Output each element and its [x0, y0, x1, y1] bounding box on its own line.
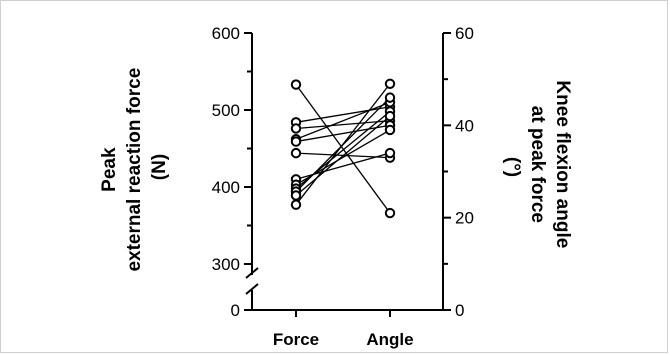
angle-point-12	[384, 78, 396, 89]
left-tick-label-0: 0	[231, 301, 240, 320]
force-point-5	[290, 136, 302, 147]
axis-break-mark-upper	[245, 267, 259, 279]
left-axis-title-line-3: (N)	[149, 154, 170, 180]
right-tick-label-20: 20	[455, 209, 474, 228]
angle-point-8	[384, 124, 396, 136]
pair-lines-group	[295, 83, 391, 214]
angle-point-1	[384, 207, 396, 219]
left-axis-title-line-1: Peak	[99, 147, 120, 192]
right-axis-title-line-3: (°)	[502, 157, 523, 177]
angle-point-10	[384, 92, 396, 103]
axis-break-mark-lower	[245, 283, 259, 295]
right-axis-title-line-2: at peak force	[527, 106, 548, 223]
category-label-force: Force	[273, 330, 319, 349]
left-tick-label-400: 400	[212, 178, 240, 197]
angle-point-7	[384, 147, 396, 159]
right-axis-title-line-1: Knee flexion angle	[552, 80, 573, 248]
pair-line-2	[295, 106, 391, 123]
left-tick-label-600: 600	[212, 24, 240, 43]
left-axis-title-line-2: external reaction force	[124, 68, 145, 272]
pair-line-1	[295, 84, 391, 214]
ticks-group: 300 400 500 600 0 0 20 40 60	[212, 24, 474, 320]
force-point-6	[290, 147, 302, 159]
category-label-angle: Angle	[366, 330, 413, 349]
pair-line-3	[295, 120, 391, 130]
right-axis-title: Knee flexion angle at peak force (°)	[502, 80, 573, 253]
right-tick-label-0: 0	[455, 301, 464, 320]
angle-point-11	[384, 110, 396, 122]
right-tick-label-60: 60	[455, 24, 474, 43]
pair-line-5	[295, 124, 391, 143]
left-tick-label-300: 300	[212, 255, 240, 274]
right-tick-label-40: 40	[455, 116, 474, 135]
force-point-12	[290, 199, 302, 210]
force-point-3	[290, 123, 302, 134]
points-group	[290, 78, 396, 219]
force-point-11	[290, 190, 302, 201]
axes-group	[245, 33, 444, 317]
pair-line-4	[295, 101, 391, 140]
left-tick-label-500: 500	[212, 101, 240, 120]
pair-line-11	[295, 115, 391, 196]
left-axis-title: Peak external reaction force (N)	[99, 62, 170, 271]
pair-line-12	[295, 83, 391, 206]
force-point-1	[290, 79, 302, 90]
